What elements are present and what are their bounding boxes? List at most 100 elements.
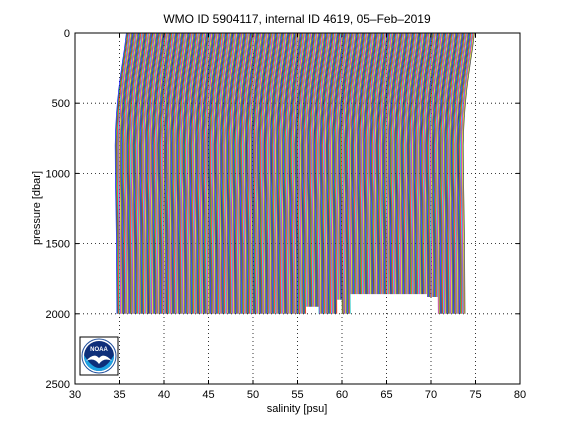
profile-line — [162, 32, 175, 314]
profile-line — [265, 32, 278, 314]
profile-line — [169, 32, 182, 314]
profile-line — [338, 32, 351, 300]
profile-line — [250, 32, 263, 314]
profile-line — [340, 32, 352, 314]
profile-line — [156, 32, 169, 314]
profile-line — [198, 32, 211, 314]
profile-line — [121, 32, 134, 314]
profile-line — [134, 32, 147, 314]
profile-line — [437, 32, 450, 314]
profile-line — [294, 32, 307, 314]
profile-line — [279, 32, 292, 314]
profile-line — [348, 32, 361, 295]
profile-line — [204, 32, 217, 314]
profile-line — [435, 32, 448, 298]
profile-line — [315, 32, 328, 307]
profile-line — [430, 32, 443, 298]
profile-line — [328, 32, 341, 314]
profile-line — [251, 32, 264, 314]
profile-line — [262, 32, 275, 314]
profile-line — [372, 32, 385, 295]
profile-line — [180, 32, 193, 314]
profile-line — [343, 32, 356, 314]
x-tick-label: 45 — [202, 389, 214, 401]
profile-line — [234, 32, 247, 314]
y-tick-label: 500 — [52, 98, 70, 110]
profile-line — [457, 32, 470, 314]
profile-line — [370, 32, 383, 295]
x-tick-label: 75 — [469, 389, 481, 401]
profile-line — [266, 32, 279, 314]
profile-line — [318, 32, 331, 314]
profile-line — [385, 32, 398, 295]
profile-line — [327, 32, 340, 314]
profile-line — [378, 32, 391, 295]
profile-line — [292, 32, 305, 314]
profile-line — [363, 32, 376, 295]
profile-line — [263, 32, 276, 314]
profile-line — [177, 32, 190, 314]
profile-line — [244, 32, 257, 314]
profile-line — [254, 32, 267, 314]
profile-line — [405, 32, 418, 295]
profile-line — [167, 32, 180, 314]
profile-line — [345, 32, 358, 314]
profile-line — [247, 32, 260, 314]
profile-line — [402, 32, 415, 295]
profile-line — [371, 32, 384, 295]
profile-line — [133, 32, 146, 314]
profile-line — [196, 32, 209, 314]
profile-line — [149, 32, 162, 314]
profile-line — [356, 32, 369, 295]
profile-line — [330, 32, 343, 314]
profile-line — [295, 32, 308, 314]
profile-line — [224, 32, 237, 314]
profile-line — [383, 32, 396, 295]
profile-line — [448, 32, 461, 314]
profile-line — [324, 32, 336, 314]
profile-line — [195, 32, 208, 314]
profile-line — [208, 32, 221, 314]
profile-line — [237, 32, 250, 314]
profile-line — [309, 32, 322, 307]
profile-line — [351, 32, 364, 295]
profile-line — [416, 32, 429, 295]
profile-line — [398, 32, 411, 295]
profile-line — [426, 32, 439, 298]
profile-line — [123, 32, 136, 314]
profile-line — [181, 32, 194, 314]
profile-line — [326, 32, 339, 314]
profile-line — [132, 32, 145, 314]
profile-line — [147, 32, 160, 314]
profile-line — [162, 32, 174, 314]
profile-line — [460, 32, 473, 314]
profile-line — [349, 32, 362, 295]
profile-line — [419, 32, 432, 295]
profile-line — [299, 32, 312, 314]
profile-line — [461, 32, 474, 314]
x-tick-labels: 30 35 40 45 50 55 60 65 70 75 80 — [69, 389, 526, 401]
profile-line — [178, 32, 190, 314]
profile-line — [218, 32, 231, 314]
profile-line — [141, 32, 154, 314]
profile-line — [121, 32, 134, 314]
x-axis-label: salinity [psu] — [267, 403, 328, 415]
profile-line — [186, 32, 199, 314]
profile-line — [404, 32, 417, 295]
profile-line — [365, 32, 378, 295]
profile-line — [275, 32, 287, 314]
profile-line — [412, 32, 425, 295]
noaa-logo-text: NOAA — [90, 347, 108, 353]
profile-line — [401, 32, 414, 295]
profile-line — [225, 32, 238, 314]
profile-line — [138, 32, 150, 314]
profile-line — [137, 32, 150, 314]
profile-line — [258, 32, 271, 314]
profile-line — [421, 32, 434, 295]
profile-line — [342, 32, 355, 314]
profile-line — [431, 32, 444, 297]
x-tick-label: 50 — [247, 389, 259, 401]
profile-line — [170, 32, 182, 314]
profile-line — [129, 32, 142, 314]
profile-line — [451, 32, 464, 314]
